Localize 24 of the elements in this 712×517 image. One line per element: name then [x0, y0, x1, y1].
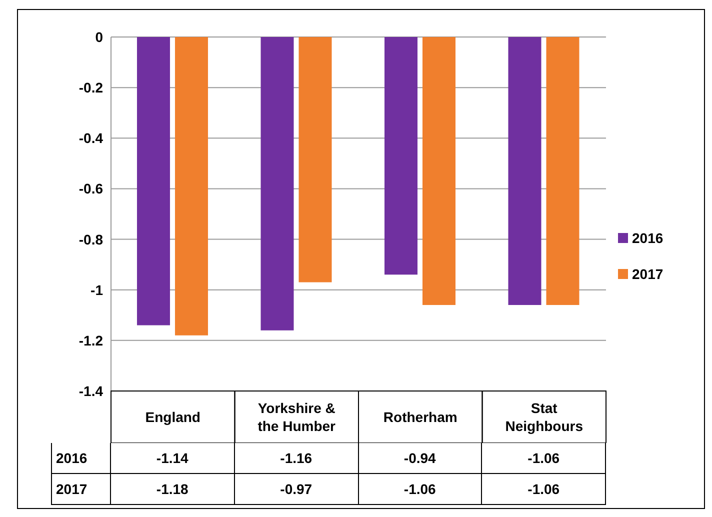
text: 2017 [56, 481, 88, 497]
y-tick-label: -1.2 [78, 332, 104, 348]
x-tick-label: Yorkshire & the Humber [258, 400, 336, 434]
y-tick-label: -1.4 [78, 382, 104, 399]
y-tick-label: -0.6 [78, 180, 104, 197]
data-label: -1.06 [482, 443, 606, 474]
y-tick-label: 0 [95, 28, 104, 45]
data-label: -1.16 [234, 443, 358, 474]
data-label: -1.06 [482, 474, 606, 505]
legend-label: 2017 [632, 266, 664, 282]
data-label: -1.14 [111, 443, 235, 474]
data-label: -1.18 [111, 474, 235, 505]
data-label: -1.06 [358, 474, 482, 505]
y-tick-label: -0.4 [78, 130, 104, 146]
y-tick-label: -0.8 [78, 231, 104, 248]
x-tick-label: Stat Neighbours [505, 400, 584, 434]
y-tick-label: -0.2 [78, 80, 104, 96]
legend-label: 2016 [632, 230, 664, 246]
data-label: -0.94 [358, 443, 482, 474]
text: 2016 [56, 450, 88, 466]
data-label: -0.97 [234, 474, 358, 505]
x-tick-label: Rotherham [383, 409, 458, 425]
y-tick-label: -1 [90, 282, 104, 298]
x-tick-label: England [145, 409, 200, 425]
